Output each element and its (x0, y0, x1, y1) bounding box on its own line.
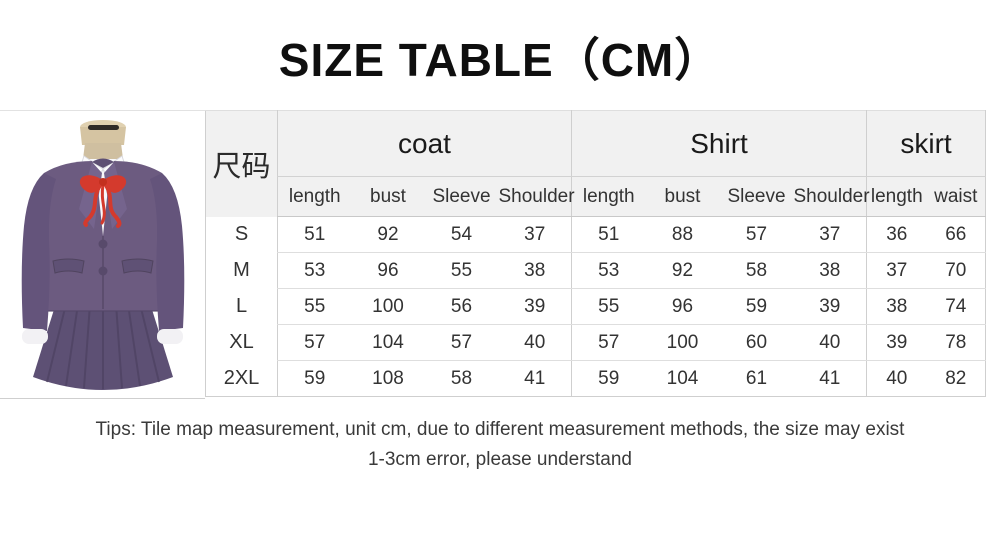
value-cell: 88 (645, 216, 720, 253)
size-table-panel: 尺码 coat Shirt skirt length bust Sleeve S… (0, 110, 987, 399)
value-cell: 108 (372, 367, 404, 389)
value-cell: 58 (719, 252, 794, 289)
value-cell: 57 (424, 324, 499, 361)
col-header: bust (351, 176, 425, 217)
value-cell: 37 (866, 252, 927, 289)
value-cell: 36 (866, 216, 927, 253)
value-cell: 53 (277, 252, 352, 289)
table-row-m: M 53 96 55 38 53 92 58 38 37 70 (206, 252, 986, 289)
value-cell: 96 (351, 252, 425, 289)
size-cell: XL (229, 331, 254, 353)
value-cell: 104 (666, 367, 699, 389)
value-cell: 39 (866, 324, 927, 361)
table-row-2xl: 2XL 59 108 58 41 59 104 61 41 40 82 (206, 360, 986, 397)
value-cell: 41 (819, 367, 841, 389)
size-table: 尺码 coat Shirt skirt length bust Sleeve S… (205, 110, 987, 397)
col-header: length (866, 176, 927, 217)
value-cell: 51 (571, 216, 646, 253)
product-photo (0, 110, 205, 399)
value-cell: 82 (945, 367, 967, 389)
value-cell: 92 (351, 216, 425, 253)
value-cell: 55 (277, 288, 352, 325)
value-cell: 37 (498, 216, 572, 253)
col-header: Sleeve (719, 176, 794, 217)
col-header: bust (645, 176, 720, 217)
value-cell: 56 (424, 288, 499, 325)
value-cell: 59 (719, 288, 794, 325)
value-cell: 51 (277, 216, 352, 253)
value-cell: 57 (719, 216, 794, 253)
value-cell: 37 (793, 216, 867, 253)
table-row-l: L 55 100 56 39 55 96 59 39 38 74 (206, 288, 986, 325)
value-cell: 59 (571, 360, 646, 397)
page-title: SIZE TABLE（CM） (278, 34, 722, 86)
value-cell: 59 (277, 360, 352, 397)
size-cell: S (234, 223, 249, 245)
tips-line-1: Tips: Tile map measurement, unit cm, due… (95, 419, 905, 440)
value-cell: 40 (793, 324, 867, 361)
col-header: Shoulder (498, 176, 575, 217)
table-row-xl: XL 57 104 57 40 57 100 60 40 39 78 (206, 324, 986, 361)
value-cell: 54 (424, 216, 499, 253)
value-cell: 70 (926, 252, 986, 289)
value-cell: 55 (571, 288, 646, 325)
value-cell: 104 (351, 324, 425, 361)
tips-text: Tips: Tile map measurement, unit cm, due… (0, 415, 1000, 475)
col-header: length (277, 176, 352, 217)
tips-line-2: 1-3cm error, please understand (367, 449, 633, 470)
value-cell: 60 (719, 324, 794, 361)
value-cell: 58 (450, 367, 473, 389)
group-header-shirt: Shirt (570, 110, 867, 177)
col-header: Sleeve (424, 176, 499, 217)
size-cell: M (233, 259, 250, 281)
value-cell: 41 (524, 367, 546, 389)
col-header: waist (926, 176, 986, 217)
value-cell: 38 (498, 252, 572, 289)
group-header-skirt: skirt (866, 110, 986, 177)
value-cell: 57 (571, 324, 646, 361)
costume-illustration (21, 120, 185, 390)
value-cell: 39 (498, 288, 572, 325)
value-cell: 96 (645, 288, 720, 325)
size-cell: L (235, 295, 248, 317)
col-header: Shoulder (793, 176, 870, 217)
value-cell: 61 (745, 367, 768, 389)
value-cell: 66 (926, 216, 986, 253)
value-cell: 57 (277, 324, 352, 361)
value-cell: 38 (793, 252, 867, 289)
value-cell: 78 (926, 324, 986, 361)
col-header: length (571, 176, 646, 217)
value-cell: 92 (645, 252, 720, 289)
value-cell: 74 (926, 288, 986, 325)
size-cell: 2XL (223, 366, 260, 389)
value-cell: 100 (351, 288, 425, 325)
value-cell: 40 (866, 360, 927, 397)
value-cell: 38 (866, 288, 927, 325)
table-row-s: S 51 92 54 37 51 88 57 37 36 66 (206, 216, 986, 253)
value-cell: 100 (645, 324, 720, 361)
value-cell: 55 (424, 252, 499, 289)
value-cell: 40 (498, 324, 572, 361)
value-cell: 53 (571, 252, 646, 289)
size-column-header: 尺码 (205, 110, 278, 217)
value-cell: 39 (793, 288, 867, 325)
group-header-coat: coat (277, 110, 572, 177)
